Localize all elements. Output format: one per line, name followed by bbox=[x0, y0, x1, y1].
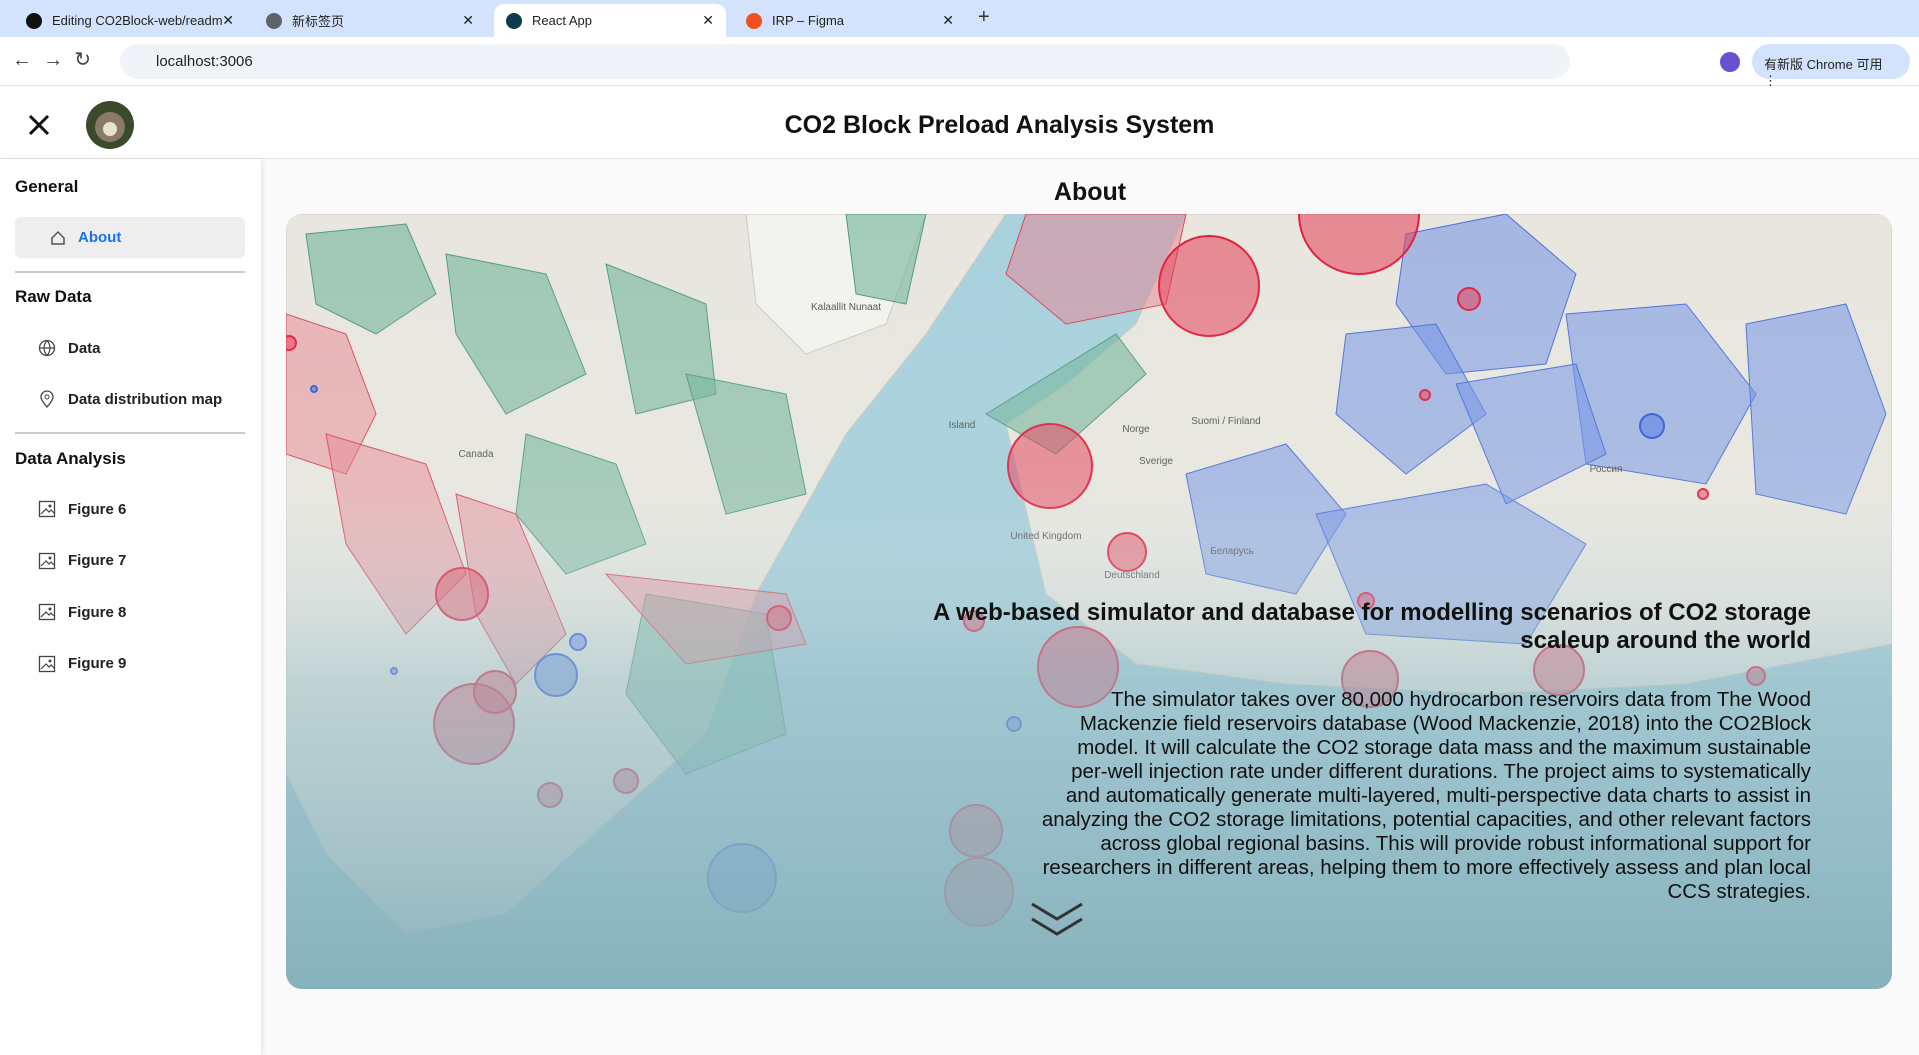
nav-item[interactable]: Figure 8 bbox=[38, 603, 126, 621]
section-title: Data Analysis bbox=[15, 449, 126, 468]
nav-item[interactable]: Figure 7 bbox=[38, 552, 126, 570]
image-icon bbox=[38, 500, 56, 518]
nav-buttons[interactable]: ← → ↻ bbox=[12, 49, 91, 71]
nav-item[interactable]: About bbox=[50, 229, 121, 246]
image-icon bbox=[38, 552, 56, 569]
world-map: Kalaallit Nunaat Canada Island Norge Suo… bbox=[286, 214, 1892, 989]
separator bbox=[15, 271, 245, 273]
update-text: 有新版 Chrome 可用 bbox=[1764, 57, 1883, 72]
app-header: CO2 Block Preload Analysis System bbox=[0, 86, 1919, 159]
section-title: General bbox=[15, 177, 79, 196]
separator bbox=[15, 432, 245, 434]
nav-label: Data bbox=[68, 339, 101, 357]
section-title: Raw Data bbox=[15, 287, 92, 306]
image-icon bbox=[38, 603, 56, 621]
nav-item[interactable]: Data distribution map bbox=[38, 390, 222, 408]
tab[interactable]: 新标签页 ✕ bbox=[254, 4, 486, 37]
profile[interactable] bbox=[1720, 52, 1740, 72]
nav-item[interactable]: Figure 9 bbox=[38, 655, 126, 673]
page-title: About bbox=[1053, 178, 1127, 206]
app-title: CO2 Block Preload Analysis System bbox=[784, 111, 1215, 139]
nav-label: Data distribution map bbox=[68, 390, 223, 408]
new-tab[interactable]: + bbox=[978, 6, 990, 28]
nav-item[interactable]: Figure 6 bbox=[38, 500, 126, 518]
selected-bg bbox=[15, 217, 245, 258]
tab-title: 新标签页 bbox=[292, 14, 345, 29]
nav-label: Figure 6 bbox=[68, 500, 127, 518]
tab-title: IRP – Figma bbox=[772, 13, 845, 28]
description: The simulator takes over 80,000 hydrocar… bbox=[1041, 688, 1811, 903]
update-button[interactable]: 有新版 Chrome 可用 ⋮ bbox=[1752, 44, 1910, 88]
tab[interactable]: React App ✕ bbox=[494, 4, 726, 37]
close-icon[interactable] bbox=[28, 114, 50, 136]
omnibox[interactable]: localhost:3006 bbox=[120, 44, 1570, 79]
tab[interactable]: IRP – Figma ✕ bbox=[734, 4, 966, 37]
tab-title: React App bbox=[532, 13, 592, 28]
avatar bbox=[86, 101, 134, 149]
nav-label: Figure 8 bbox=[68, 603, 127, 621]
url: localhost:3006 bbox=[156, 53, 253, 70]
image-icon bbox=[38, 655, 56, 672]
nav-label: Figure 7 bbox=[68, 552, 127, 569]
nav-label: Figure 9 bbox=[68, 655, 127, 672]
hero-panel: Kalaallit Nunaat Canada Island Norge Suo… bbox=[286, 214, 1892, 989]
nav-item[interactable]: Data bbox=[38, 339, 101, 357]
headline: A web-based simulator and database for m… bbox=[933, 599, 1811, 654]
tab-bar: Editing CO2Block-web/readm ✕ 新标签页 ✕ React … bbox=[0, 0, 1919, 37]
address-bar: ← → ↻ localhost:3006 有新版 Chrome 可用 ⋮ bbox=[0, 37, 1919, 88]
nav-label: About bbox=[78, 229, 122, 246]
sidebar: General About Raw Data Data Data distrib… bbox=[0, 159, 261, 1055]
tab[interactable]: Editing CO2Block-web/readm ✕ bbox=[14, 4, 246, 37]
tab-title: Editing CO2Block-web/readm bbox=[52, 13, 223, 28]
